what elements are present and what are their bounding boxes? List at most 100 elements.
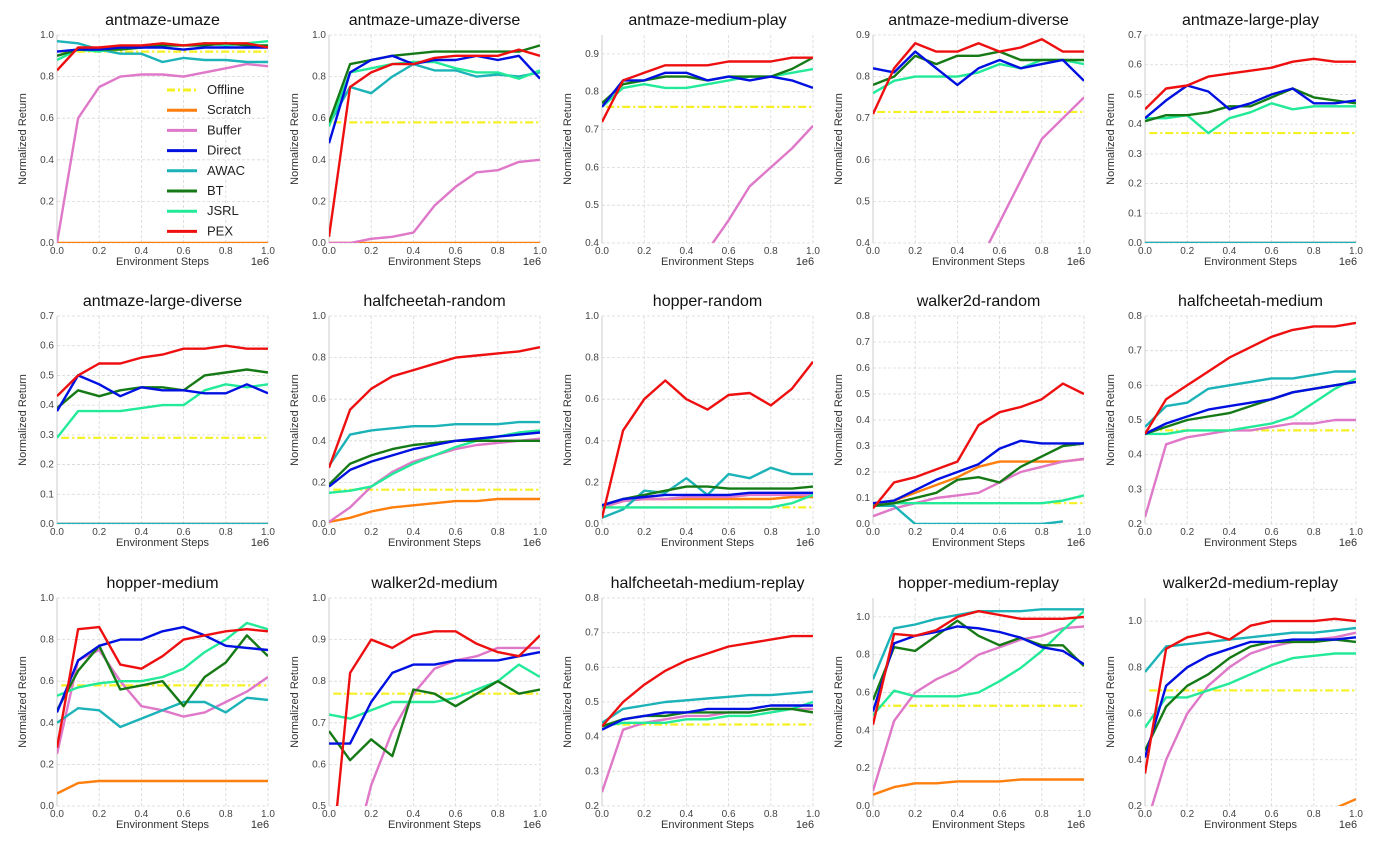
y-tick-label: 0.8 (585, 353, 599, 364)
x-scale-label: 1e6 (1339, 537, 1357, 549)
x-tick-label: 0.2 (364, 809, 378, 820)
x-tick-label: 0.4 (406, 809, 420, 820)
series-pex-line (602, 56, 813, 123)
plot-area (57, 40, 268, 243)
series-buffer-line (602, 707, 813, 793)
legend-entry: Offline (207, 82, 244, 97)
y-tick-label: 0.0 (585, 519, 599, 530)
x-tick-label: 0.8 (1035, 809, 1049, 820)
series-buffer-line (1145, 418, 1356, 518)
y-tick-label: 0.2 (40, 196, 54, 207)
x-tick-label: 0.0 (866, 246, 880, 257)
y-tick-label: 0.0 (40, 801, 54, 812)
y-tick-label: 0.8 (1128, 311, 1142, 322)
series-bt-line (1145, 87, 1356, 123)
y-tick-label: 0.6 (40, 676, 54, 687)
series-bt-line (329, 44, 540, 123)
series-pex-line (57, 625, 268, 749)
x-scale-label: 1e6 (796, 256, 814, 268)
y-tick-label: 0.6 (856, 363, 870, 374)
y-tick-label: 0.0 (312, 519, 326, 530)
y-tick-label: 0.7 (312, 718, 326, 729)
x-tick-label: 0.6 (1265, 246, 1279, 257)
series-direct-line (1145, 84, 1356, 120)
y-tick-label: 0.4 (1128, 450, 1142, 461)
series-jsrl-line (329, 663, 540, 720)
series-jsrl-line (873, 494, 1084, 507)
plot-area (57, 344, 268, 524)
x-tick-label: 1.0 (261, 809, 275, 820)
x-tick-label: 0.6 (722, 246, 736, 257)
series-direct-line (1145, 636, 1356, 758)
y-tick-label: 0.2 (312, 477, 326, 488)
subplot-title: halfcheetah-medium-replay (611, 575, 805, 592)
x-tick-label: 0.4 (134, 527, 148, 538)
subplot: 0.0 0.2 0.4 0.6 0.8 1.0 0.0 0.2 0.4 0.6 0.8 1.0 antm… (289, 12, 547, 268)
x-tick-label: 0.4 (134, 246, 148, 257)
subplot: 0.0 0.2 0.4 0.6 0.8 1.0 0.0 0.2 0.4 0.6 0.8 1.0 antm… (17, 12, 275, 268)
series-pex-line (602, 361, 813, 519)
series-bt-line (1145, 638, 1356, 752)
y-axis-label: Normalized Return (17, 93, 29, 185)
x-tick-label: 0.0 (595, 527, 609, 538)
y-tick-label: 0.5 (585, 200, 599, 211)
x-tick-label: 0.6 (722, 527, 736, 538)
y-axis-label: Normalized Return (17, 374, 29, 466)
y-tick-label: 1.0 (856, 612, 870, 623)
y-tick-label: 0.0 (856, 519, 870, 530)
series-bt-line (329, 439, 540, 486)
y-tick-label: 0.3 (1128, 484, 1142, 495)
x-scale-label: 1e6 (523, 537, 541, 549)
y-tick-label: 0.4 (1128, 755, 1142, 766)
series-scratch-line (873, 457, 1084, 507)
x-tick-label: 1.0 (1349, 527, 1363, 538)
y-tick-label: 0.0 (856, 801, 870, 812)
x-tick-label: 0.8 (219, 809, 233, 820)
x-tick-label: 0.6 (177, 246, 191, 257)
y-tick-label: 0.6 (585, 394, 599, 405)
x-tick-label: 0.4 (950, 246, 964, 257)
y-tick-label: 0.6 (312, 759, 326, 770)
y-tick-label: 0.8 (856, 311, 870, 322)
x-tick-label: 0.0 (50, 527, 64, 538)
y-tick-label: 0.5 (1128, 415, 1142, 426)
y-tick-label: 1.0 (312, 30, 326, 41)
y-tick-label: 0.7 (585, 125, 599, 136)
x-axis-label: Environment Steps (932, 256, 1025, 268)
series-direct-line (602, 491, 813, 507)
x-tick-label: 0.8 (1307, 527, 1321, 538)
y-tick-label: 1.0 (40, 593, 54, 604)
y-tick-label: 0.6 (1128, 60, 1142, 71)
series-pex-line (1145, 617, 1356, 774)
series-jsrl-line (1145, 377, 1356, 436)
series-jsrl-line (602, 493, 813, 509)
y-tick-label: 0.4 (856, 415, 870, 426)
y-axis-label: Normalized Return (289, 656, 301, 748)
subplot-title: halfcheetah-medium (1178, 293, 1323, 310)
x-tick-label: 0.2 (637, 246, 651, 257)
x-tick-label: 0.8 (764, 809, 778, 820)
series-pex-line (1145, 57, 1356, 111)
x-tick-label: 0.2 (1180, 246, 1194, 257)
x-axis-label: Environment Steps (932, 819, 1025, 831)
x-scale-label: 1e6 (796, 537, 814, 549)
x-tick-label: 0.4 (1222, 527, 1236, 538)
y-axis-label: Normalized Return (1105, 93, 1117, 185)
subplot: 0.0 0.2 0.4 0.6 0.8 1.0 0.0 0.2 0.4 0.6 0.8 1.0 hopp… (17, 575, 275, 831)
x-tick-label: 0.2 (1180, 527, 1194, 538)
series-jsrl-line (873, 610, 1084, 716)
subplot-title: antmaze-large-diverse (83, 293, 242, 310)
series-awac-line (329, 420, 540, 467)
y-tick-label: 0.3 (585, 766, 599, 777)
y-tick-label: 0.8 (856, 650, 870, 661)
x-axis-label: Environment Steps (388, 819, 481, 831)
series-bt-line (329, 680, 540, 762)
series-scratch-line (329, 497, 540, 524)
series-direct-line (873, 439, 1084, 505)
y-tick-label: 0.4 (856, 725, 870, 736)
x-tick-label: 1.0 (1349, 246, 1363, 257)
x-scale-label: 1e6 (1339, 256, 1357, 268)
x-tick-label: 1.0 (1077, 809, 1091, 820)
subplot-title: antmaze-medium-play (628, 12, 786, 29)
subplot: 0.0 0.2 0.4 0.6 0.8 1.0 0.0 0.2 0.4 0.6 0.8 1.0 half… (289, 293, 547, 549)
